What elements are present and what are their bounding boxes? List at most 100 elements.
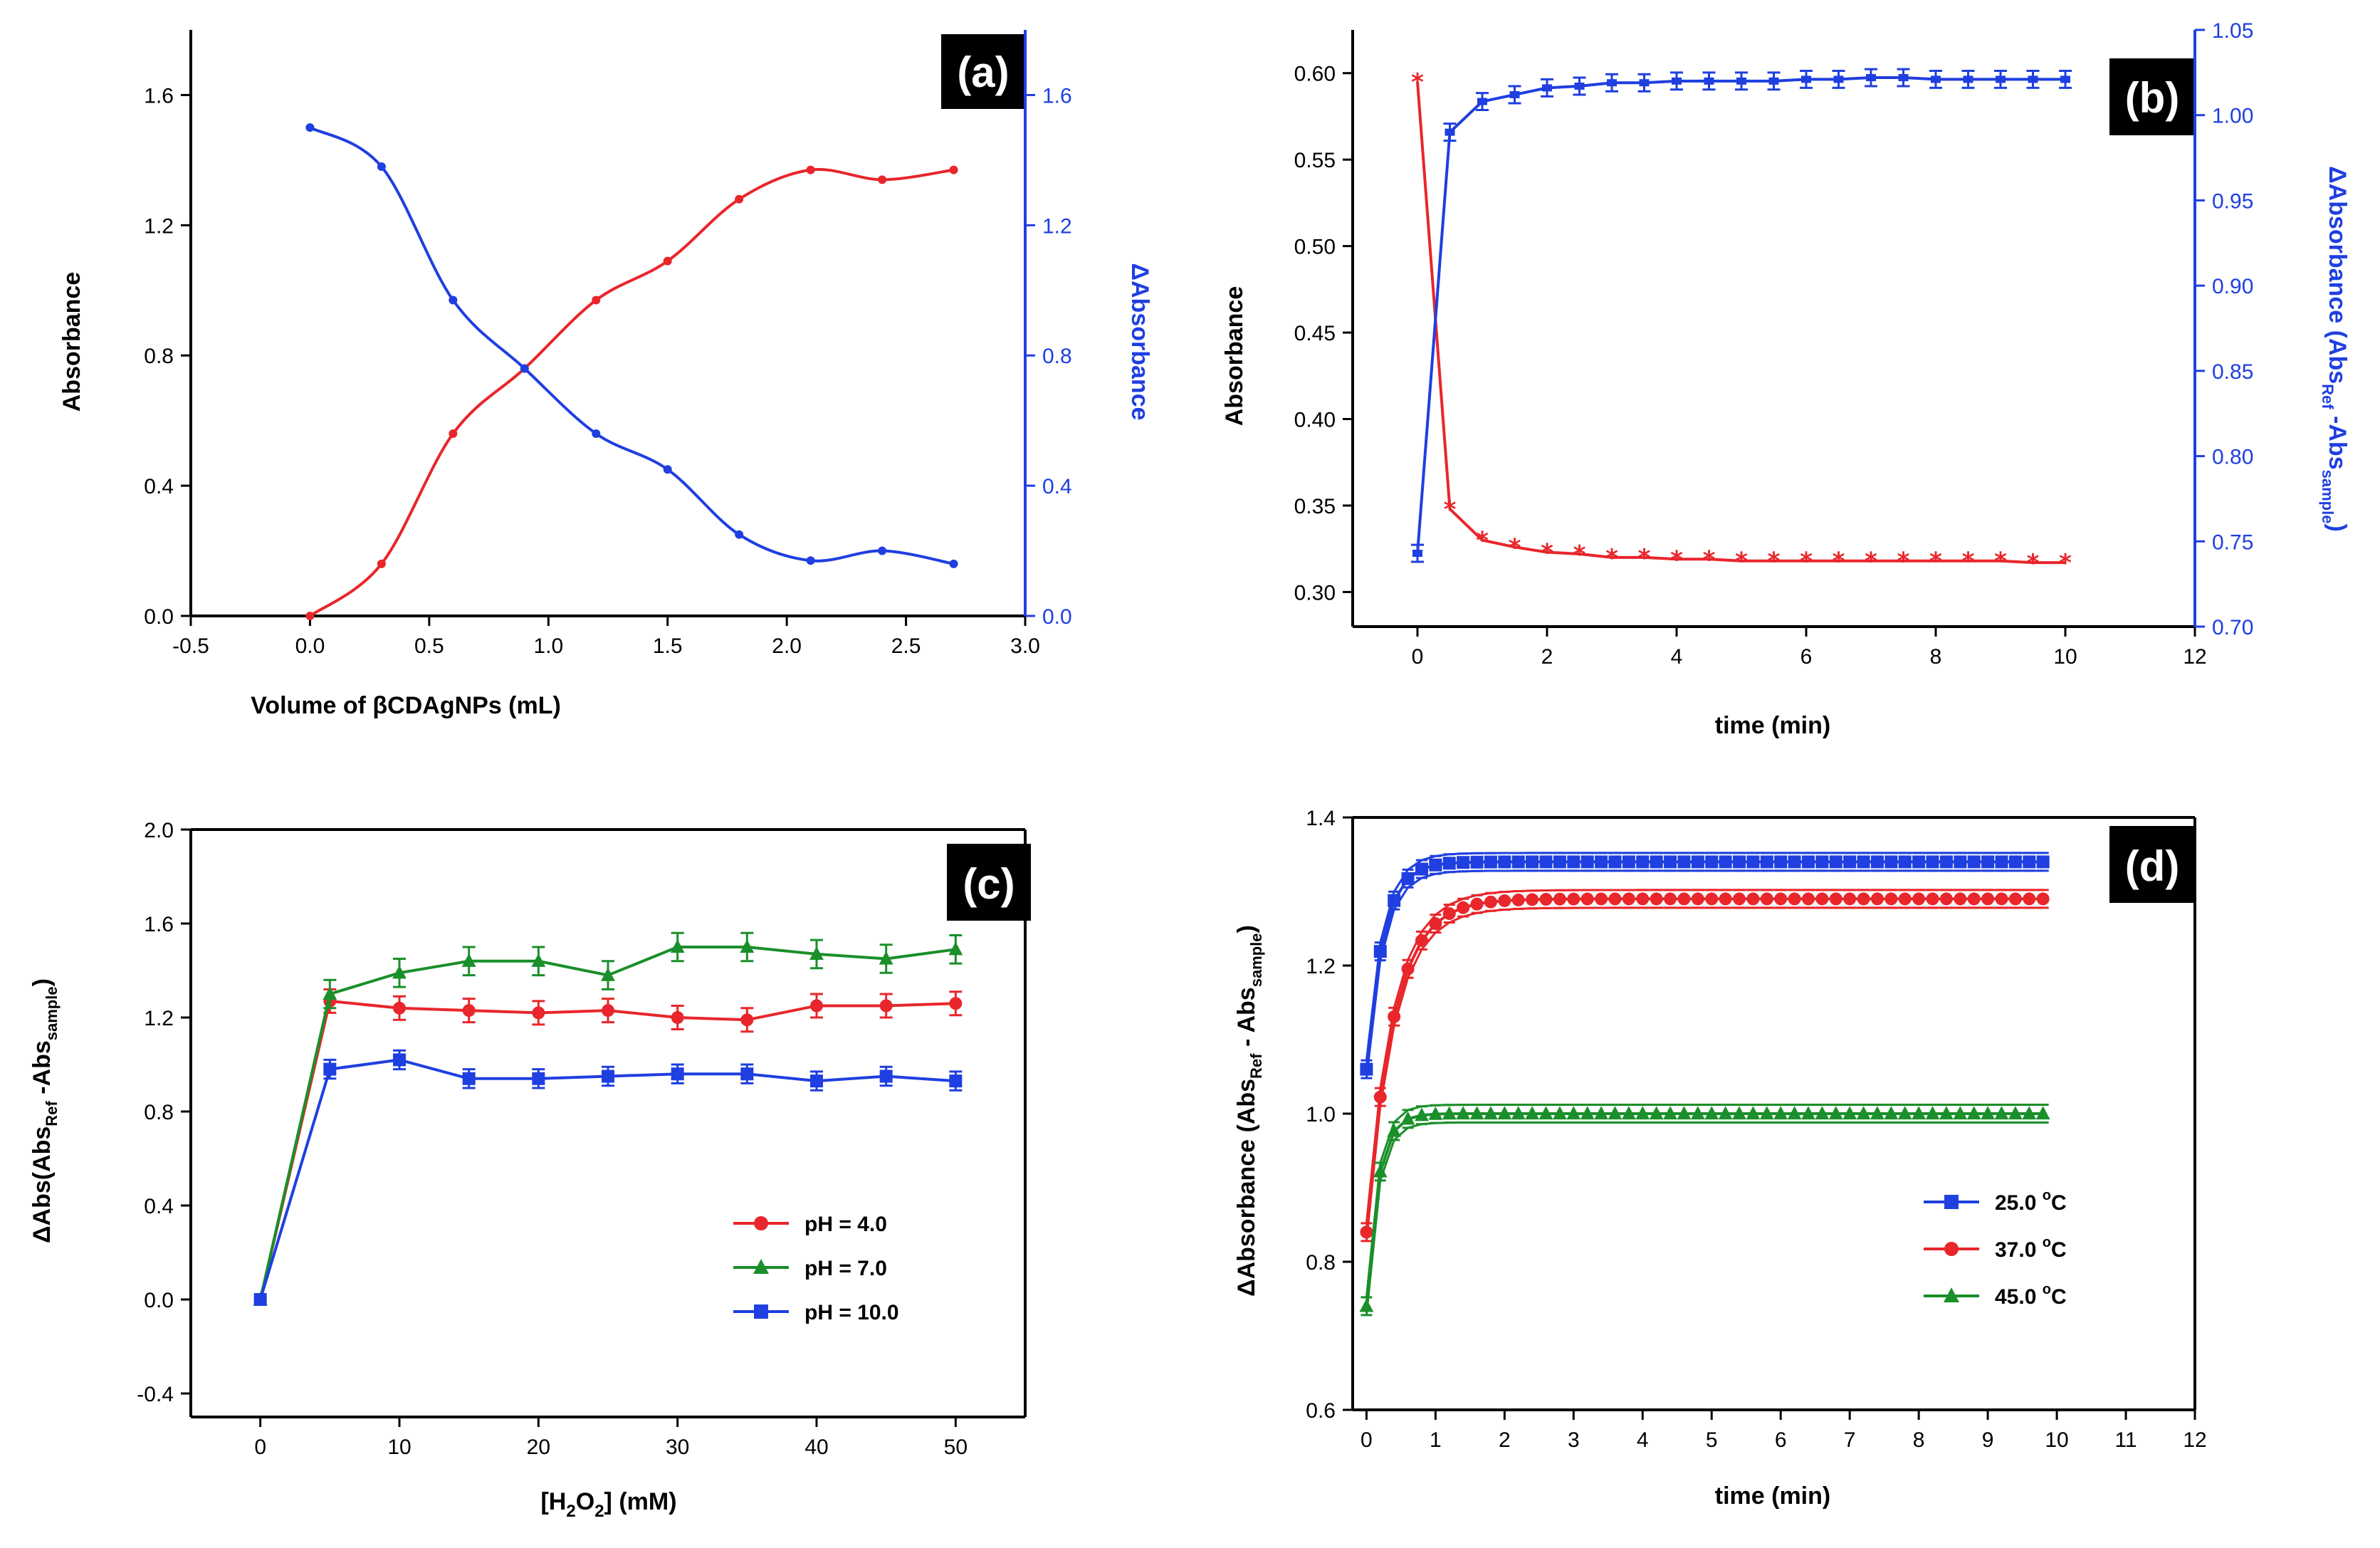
y2-axis-label-b: ΔAbsorbance (AbsRef -Abssample): [2319, 166, 2351, 532]
x-tick-label: 2: [1499, 1428, 1511, 1452]
data-point: *: [1800, 548, 1813, 576]
data-point: *: [1897, 548, 1910, 576]
y-tick-label: 0.50: [1294, 236, 1336, 259]
data-point: [532, 1006, 545, 1020]
y2-tick-label: 0.75: [2212, 530, 2253, 554]
data-point: *: [1573, 540, 1586, 569]
data-point: [879, 1070, 893, 1083]
data-point: [2023, 892, 2036, 906]
data-point: [1415, 933, 1428, 947]
data-point: [1664, 855, 1677, 869]
data-point: [1429, 858, 1442, 872]
data-point: [1594, 1106, 1608, 1120]
y2-label-b-part1: ΔAbsorbance (Abs: [2324, 166, 2351, 384]
y2-label-b-sub2: sample: [2319, 470, 2337, 524]
y2-label-b-mid: -Abs: [2324, 409, 2351, 470]
legend-degree: o: [2043, 1235, 2051, 1250]
data-point: [1608, 855, 1622, 869]
data-point: [1442, 907, 1456, 921]
data-point: [1373, 1163, 1388, 1178]
data-point: [1931, 75, 1941, 83]
data-point: [601, 967, 615, 981]
data-point: [1736, 77, 1746, 85]
data-point: [1388, 1010, 1401, 1023]
data-point: *: [1638, 544, 1651, 572]
data-point: [1387, 1123, 1402, 1137]
data-point: [1746, 855, 1760, 869]
data-point: [1442, 857, 1456, 870]
data-point: [1539, 892, 1553, 906]
data-point: [2036, 855, 2050, 869]
data-point: [1953, 1106, 1968, 1120]
y-tick-label: 0.0: [144, 605, 174, 629]
data-point: [1580, 892, 1594, 906]
data-point: [1526, 893, 1539, 906]
y-axis-label-a: Absorbance: [58, 272, 85, 412]
data-point: [1801, 75, 1811, 83]
panel-label-box-b: [2109, 58, 2195, 135]
data-point: *: [1929, 548, 1942, 576]
data-point: *: [1541, 539, 1553, 568]
data-point: *: [1476, 527, 1489, 555]
data-point: [671, 1011, 684, 1024]
data-point: [1926, 892, 1939, 906]
data-point: [878, 546, 887, 555]
data-point: [1580, 855, 1594, 869]
data-point: [2022, 1106, 2037, 1120]
legend-c: pH = 4.0 pH = 7.0 pH = 10.0: [733, 1213, 899, 1324]
data-point: [1719, 892, 1732, 906]
data-point: [1774, 892, 1788, 906]
x-tick-label: 1: [1430, 1428, 1442, 1452]
data-point: [1954, 855, 1967, 869]
data-point: [1470, 897, 1484, 911]
data-point: [1511, 893, 1525, 906]
data-point: [1939, 855, 1953, 869]
data-point: [949, 559, 958, 568]
data-point: *: [1833, 548, 1845, 576]
data-point: [1469, 1106, 1484, 1120]
legend-degree: o: [2043, 1188, 2051, 1203]
legend-marker: [1944, 1242, 1959, 1256]
data-point: [1553, 1106, 1567, 1120]
data-point: [1884, 892, 1898, 906]
y-axis-label-d: ΔAbsorbance (AbsRef - Abssample): [1233, 925, 1265, 1297]
data-point: [735, 530, 744, 539]
error-envelope-upper: [1365, 852, 2043, 1061]
data-point: [1401, 962, 1415, 976]
legend-unit: C: [2051, 1285, 2067, 1309]
x-tick-label: -0.5: [172, 634, 209, 658]
y-tick-label: 0.45: [1294, 322, 1336, 345]
data-point: [1705, 892, 1719, 906]
data-point: [377, 559, 386, 568]
data-point: [1412, 550, 1422, 558]
data-point: [1566, 1106, 1581, 1120]
data-point: [1457, 901, 1470, 914]
data-point: [462, 1072, 476, 1085]
y2-tick-label: 0.90: [2212, 275, 2253, 298]
x-tick-label: 50: [944, 1435, 968, 1459]
data-point: [1635, 1106, 1650, 1120]
data-point: [1995, 855, 2008, 869]
data-point: [1994, 1106, 2009, 1120]
data-point: [1705, 855, 1719, 869]
data-point: [1866, 74, 1876, 82]
data-point: [1677, 855, 1691, 869]
data-point: [1733, 892, 1746, 906]
data-point: [1967, 855, 1981, 869]
data-point: [663, 256, 672, 266]
data-point: [1981, 892, 1995, 906]
data-point: [1664, 892, 1677, 906]
data-point: [1400, 1111, 1415, 1125]
data-point: [1829, 892, 1842, 906]
data-point: [1484, 855, 1497, 869]
data-point: [740, 1013, 754, 1027]
x-label-c-end: ] (mM): [604, 1488, 677, 1515]
data-point: [670, 939, 685, 953]
data-point: [592, 296, 601, 305]
data-point: [1954, 892, 1967, 906]
data-point: [1509, 90, 1520, 98]
panel-label-c: (c): [963, 860, 1015, 908]
data-point: [810, 1074, 823, 1088]
x-tick-label: 8: [1930, 645, 1942, 669]
data-point: [949, 1074, 963, 1088]
